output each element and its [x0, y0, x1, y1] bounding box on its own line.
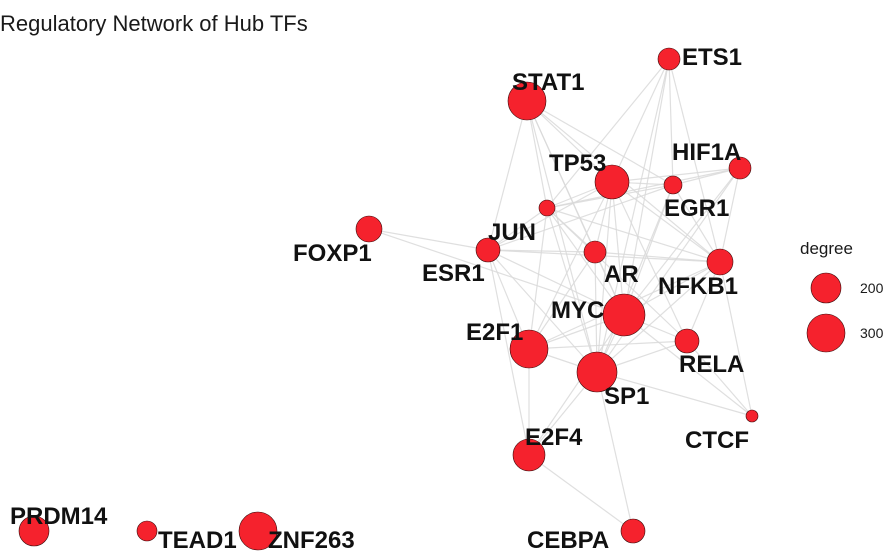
edge-tp53-e2f1	[528, 181, 613, 350]
label-layer: STAT1 ETS1 TP53 HIF1A EGR1 JUN FOXP1 ESR1 AR NFKB…	[10, 44, 749, 554]
node-label-ctcf: CTCF	[685, 427, 749, 454]
edge-esr1-e2f4	[487, 249, 530, 456]
node-stat1	[507, 81, 547, 121]
node-tead1	[136, 520, 158, 542]
legend-label-small: 200	[860, 280, 884, 296]
node-label-tead1: TEAD1	[158, 527, 237, 554]
node-label-sp1: SP1	[604, 383, 649, 410]
edge-ets1-tp53	[611, 58, 670, 183]
node-label-egr1: EGR1	[664, 195, 729, 222]
edge-e2f1-rela	[528, 340, 688, 350]
edge-egr1-esr1	[487, 184, 674, 251]
node-e2f4	[512, 438, 546, 472]
edge-egr1-nfkb1	[672, 184, 721, 263]
edge-hif1a-myc	[623, 167, 741, 316]
edge-foxp1-esr1	[368, 228, 489, 251]
edge-tp53-sp1	[596, 181, 613, 373]
edge-ar-e2f1	[528, 251, 596, 350]
edge-tp53-rela	[611, 181, 688, 342]
edge-esr1-myc	[487, 249, 625, 316]
node-myc	[602, 293, 646, 337]
legend: degree 200 300	[800, 239, 884, 353]
node-prdm14	[18, 515, 50, 547]
node-label-e2f1: E2F1	[466, 319, 523, 346]
node-ets1	[657, 47, 681, 71]
edge-tp53-myc	[611, 181, 625, 316]
edge-jun-e2f1	[528, 207, 548, 350]
node-layer	[18, 47, 759, 551]
edge-ets1-egr1	[668, 58, 674, 186]
edge-jun-rela	[546, 207, 688, 342]
node-tp53	[594, 164, 630, 200]
edge-e2f4-cebpa	[528, 454, 634, 532]
node-foxp1	[355, 215, 383, 243]
node-label-e2f4: E2F4	[525, 424, 583, 451]
node-label-myc: MYC	[551, 297, 604, 324]
node-label-stat1: STAT1	[512, 69, 584, 96]
edge-hif1a-jun	[546, 167, 741, 209]
node-e2f1	[509, 329, 549, 369]
edge-myc-ctcf	[623, 314, 753, 417]
edge-stat1-ar	[526, 100, 596, 253]
node-label-tp53: TP53	[549, 150, 606, 177]
edge-hif1a-nfkb1	[719, 167, 741, 263]
edge-stat1-tp53	[526, 100, 613, 183]
chart-title: Regulatory Network of Hub TFs	[0, 11, 308, 36]
node-label-foxp1: FOXP1	[293, 240, 372, 267]
node-label-prdm14: PRDM14	[10, 503, 108, 530]
node-cebpa	[620, 518, 646, 544]
node-hif1a	[728, 156, 752, 180]
edge-jun-myc	[546, 207, 625, 316]
node-label-cebpa: CEBPA	[527, 527, 609, 554]
edge-nfkb1-rela	[686, 261, 721, 342]
edge-rela-ctcf	[686, 340, 753, 417]
edge-myc-e2f4	[528, 314, 625, 456]
edge-ets1-jun	[546, 58, 670, 209]
node-label-nfkb1: NFKB1	[658, 273, 738, 300]
edge-sp1-cebpa	[596, 371, 634, 532]
edge-tp53-nfkb1	[611, 181, 721, 263]
node-sp1	[576, 351, 618, 393]
node-jun	[538, 199, 556, 217]
node-ctcf	[745, 409, 759, 423]
node-label-ets1: ETS1	[682, 44, 742, 71]
legend-circle-large	[806, 313, 846, 353]
node-label-znf263: ZNF263	[268, 527, 355, 554]
edge-nfkb1-ctcf	[719, 261, 753, 417]
edge-esr1-sp1	[487, 249, 598, 373]
edge-tp53-hif1a	[611, 167, 741, 183]
node-ar	[583, 240, 607, 264]
legend-label-large: 300	[860, 325, 884, 341]
legend-circle-small	[810, 272, 842, 304]
node-label-rela: RELA	[679, 351, 744, 378]
node-znf263	[238, 511, 278, 551]
edge-sp1-ctcf	[596, 371, 753, 417]
edge-hif1a-sp1	[596, 167, 741, 373]
node-label-hif1a: HIF1A	[672, 139, 741, 166]
node-rela	[674, 328, 700, 354]
edge-nfkb1-sp1	[596, 261, 721, 373]
node-esr1	[475, 237, 501, 263]
edge-stat1-esr1	[487, 100, 528, 251]
node-nfkb1	[706, 248, 734, 276]
node-egr1	[663, 175, 683, 195]
edge-egr1-sp1	[596, 184, 674, 373]
node-label-ar: AR	[604, 261, 639, 288]
edge-ar-nfkb1	[594, 251, 721, 263]
legend-title: degree	[800, 239, 853, 258]
edge-stat1-sp1	[526, 100, 598, 373]
edge-ets1-nfkb1	[668, 58, 721, 263]
node-label-jun: JUN	[488, 219, 536, 246]
node-label-esr1: ESR1	[422, 260, 485, 287]
edge-jun-nfkb1	[546, 207, 721, 263]
